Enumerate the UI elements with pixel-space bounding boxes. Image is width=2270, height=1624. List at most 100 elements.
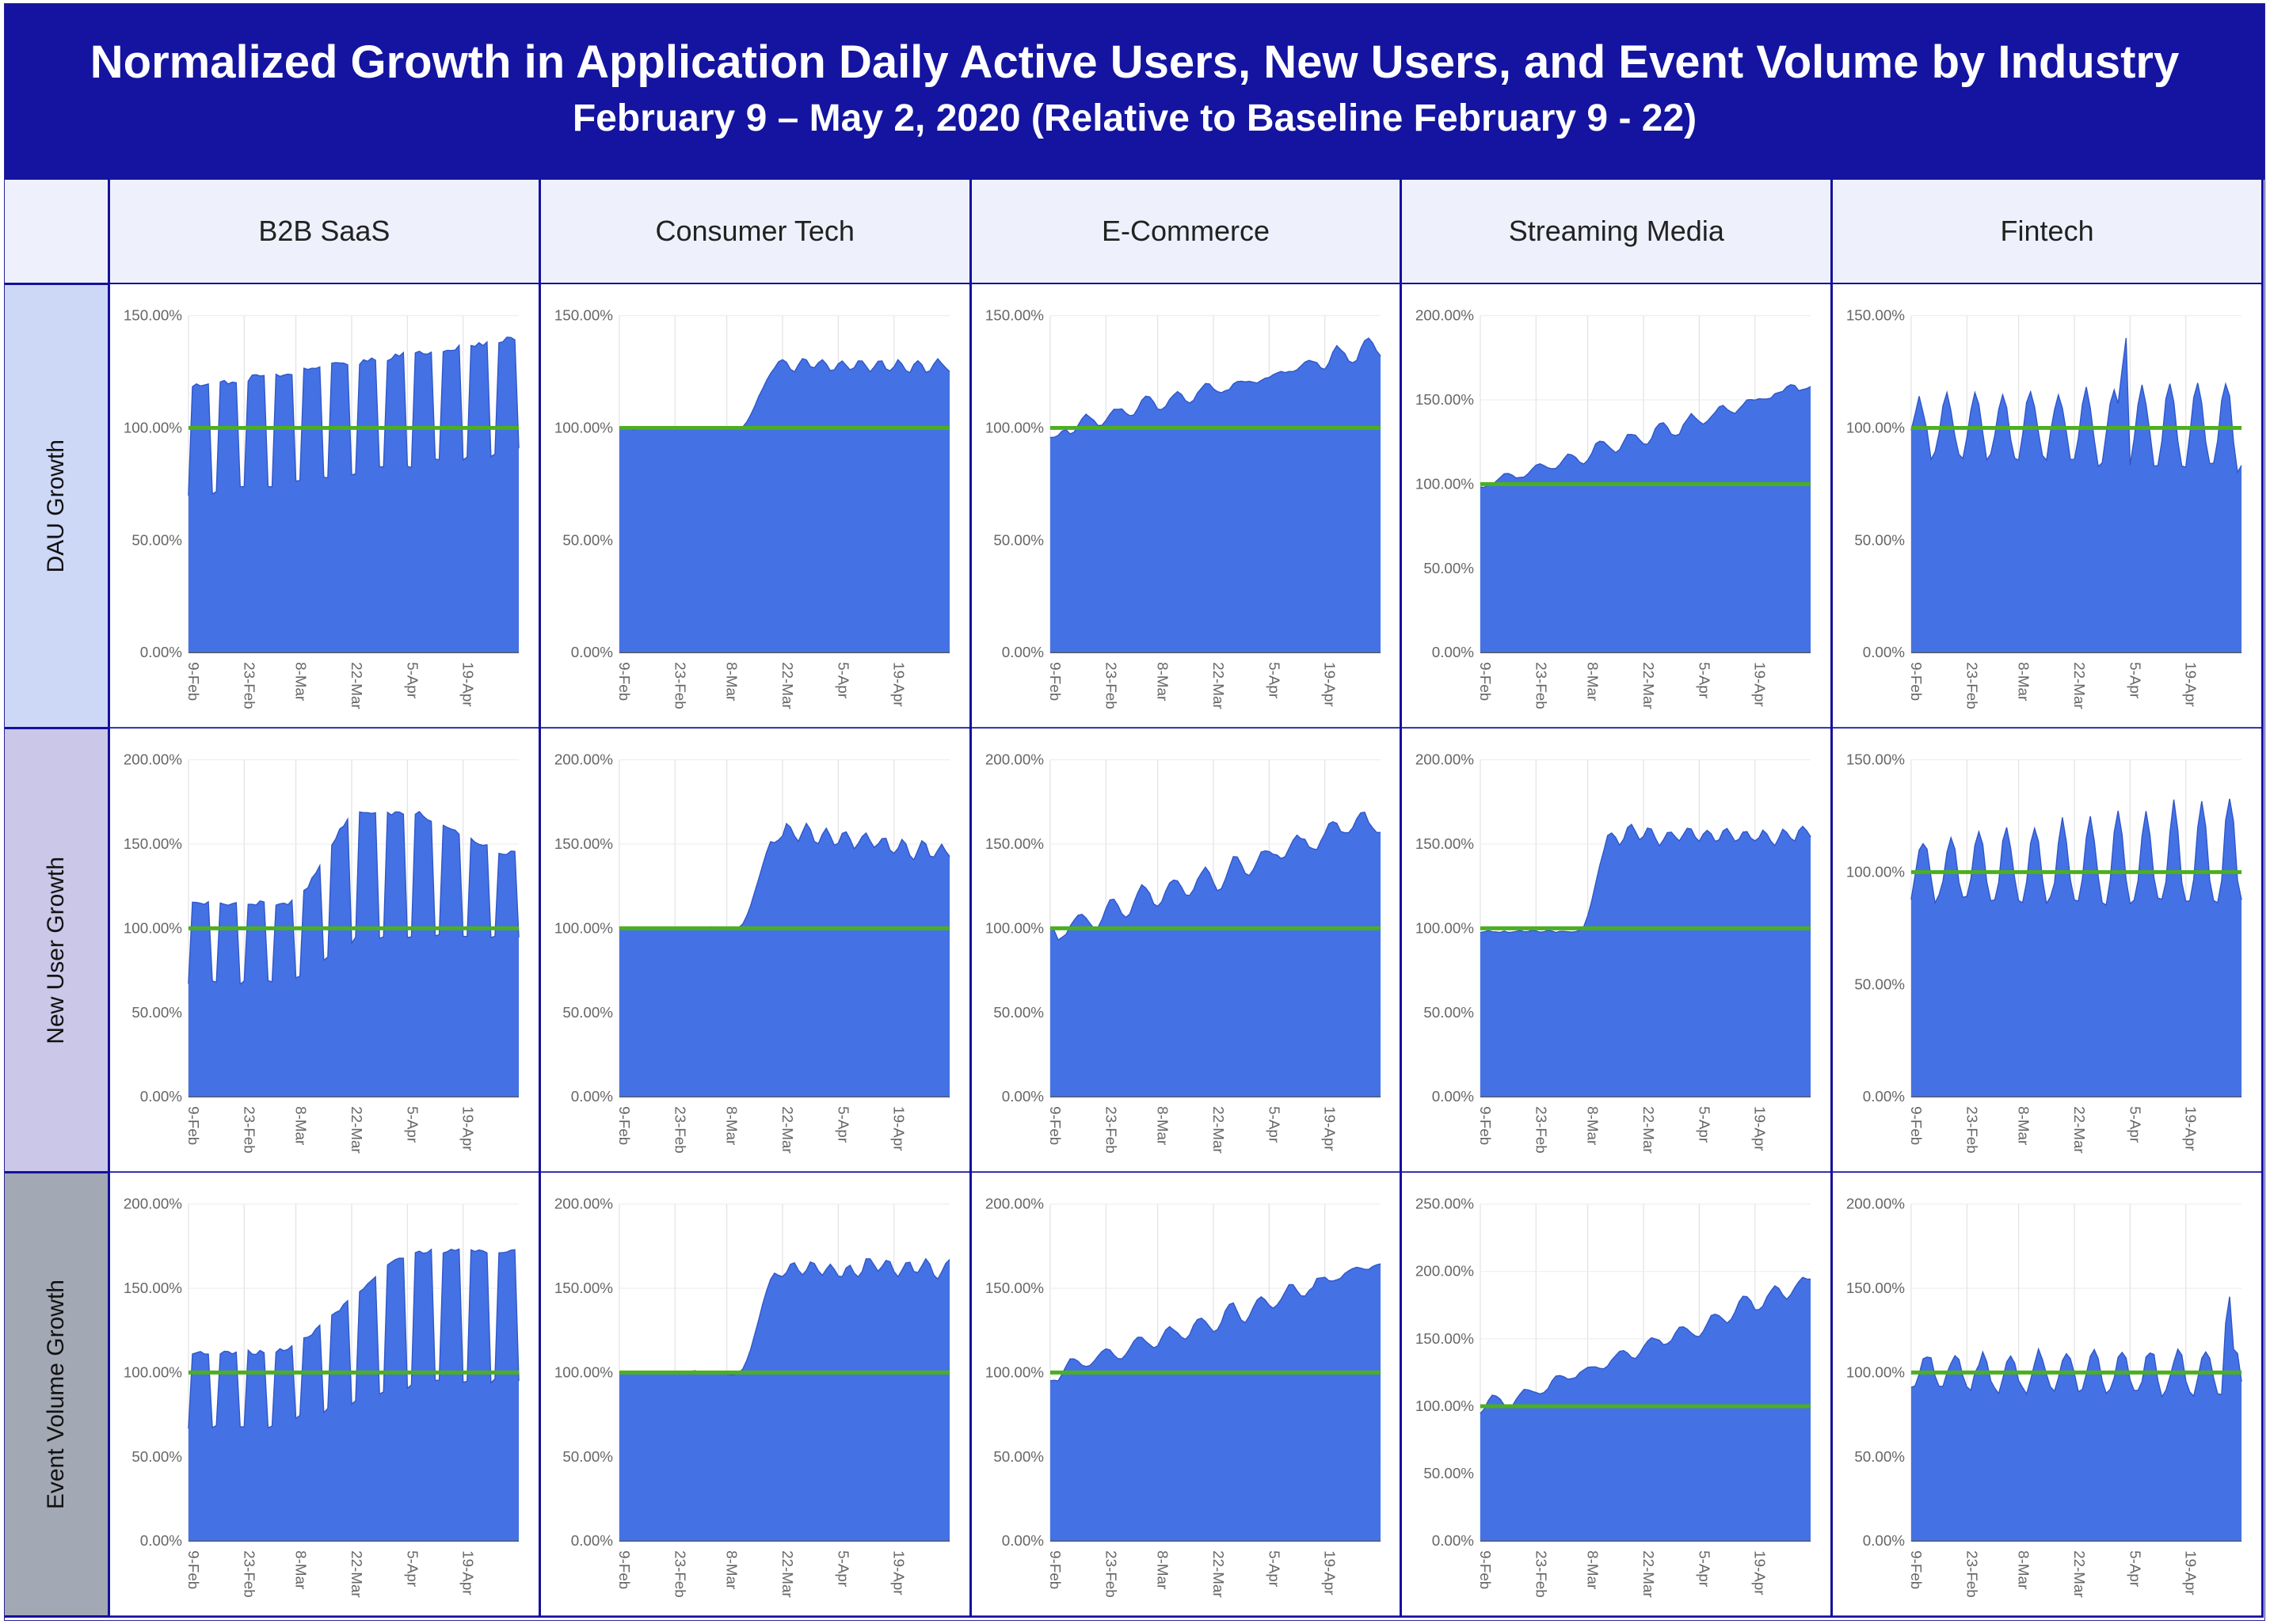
svg-text:5-Apr: 5-Apr: [1266, 1551, 1282, 1588]
svg-text:22-Mar: 22-Mar: [2071, 1107, 2088, 1154]
svg-text:19-Apr: 19-Apr: [1752, 1107, 1769, 1151]
svg-text:100.00%: 100.00%: [1846, 864, 1905, 880]
svg-text:19-Apr: 19-Apr: [2183, 1107, 2200, 1151]
svg-text:50.00%: 50.00%: [1855, 976, 1906, 993]
svg-text:9-Feb: 9-Feb: [616, 663, 633, 702]
svg-text:23-Feb: 23-Feb: [1533, 1551, 1550, 1599]
svg-text:19-Apr: 19-Apr: [460, 663, 477, 707]
svg-text:0.00%: 0.00%: [1863, 1089, 1906, 1105]
svg-text:150.00%: 150.00%: [1415, 835, 1474, 852]
svg-text:150.00%: 150.00%: [985, 1280, 1043, 1296]
svg-text:150.00%: 150.00%: [1846, 307, 1905, 324]
svg-text:19-Apr: 19-Apr: [1752, 663, 1769, 707]
svg-text:150.00%: 150.00%: [1846, 751, 1905, 768]
svg-text:150.00%: 150.00%: [124, 835, 182, 852]
svg-text:8-Mar: 8-Mar: [293, 663, 310, 702]
svg-text:100.00%: 100.00%: [985, 1364, 1043, 1381]
svg-text:150.00%: 150.00%: [1846, 1280, 1905, 1296]
svg-text:200.00%: 200.00%: [124, 1196, 182, 1212]
svg-text:23-Feb: 23-Feb: [1963, 663, 1980, 710]
svg-text:19-Apr: 19-Apr: [1752, 1551, 1769, 1595]
svg-text:5-Apr: 5-Apr: [835, 663, 851, 699]
svg-text:8-Mar: 8-Mar: [723, 1107, 740, 1146]
svg-text:9-Feb: 9-Feb: [616, 1551, 633, 1590]
svg-text:8-Mar: 8-Mar: [1585, 1107, 1602, 1146]
svg-text:150.00%: 150.00%: [554, 307, 613, 324]
svg-text:150.00%: 150.00%: [554, 1280, 613, 1296]
svg-text:200.00%: 200.00%: [985, 1196, 1043, 1212]
svg-text:100.00%: 100.00%: [124, 420, 182, 436]
svg-text:22-Mar: 22-Mar: [1210, 1107, 1227, 1154]
svg-text:100.00%: 100.00%: [1846, 1364, 1905, 1381]
svg-text:100.00%: 100.00%: [1415, 476, 1474, 493]
svg-text:50.00%: 50.00%: [1424, 560, 1475, 576]
svg-text:150.00%: 150.00%: [985, 307, 1043, 324]
svg-text:50.00%: 50.00%: [131, 532, 182, 549]
svg-text:23-Feb: 23-Feb: [241, 1551, 257, 1599]
svg-text:22-Mar: 22-Mar: [348, 1107, 365, 1154]
svg-text:22-Mar: 22-Mar: [2071, 663, 2088, 710]
svg-text:50.00%: 50.00%: [1855, 1448, 1906, 1465]
svg-text:0.00%: 0.00%: [571, 1533, 614, 1550]
svg-text:23-Feb: 23-Feb: [1103, 1551, 1119, 1599]
svg-text:23-Feb: 23-Feb: [241, 1107, 257, 1154]
svg-text:19-Apr: 19-Apr: [460, 1107, 477, 1151]
svg-text:9-Feb: 9-Feb: [1908, 1107, 1925, 1146]
svg-text:0.00%: 0.00%: [1432, 1533, 1475, 1550]
svg-text:150.00%: 150.00%: [985, 835, 1043, 852]
svg-text:8-Mar: 8-Mar: [1585, 1551, 1602, 1590]
svg-text:8-Mar: 8-Mar: [723, 663, 740, 702]
svg-text:23-Feb: 23-Feb: [1103, 663, 1119, 710]
svg-text:5-Apr: 5-Apr: [404, 1551, 421, 1588]
svg-text:23-Feb: 23-Feb: [672, 1107, 688, 1154]
svg-text:8-Mar: 8-Mar: [1154, 1107, 1171, 1146]
svg-text:9-Feb: 9-Feb: [1908, 663, 1925, 702]
svg-text:5-Apr: 5-Apr: [1697, 1551, 1713, 1588]
svg-text:5-Apr: 5-Apr: [835, 1551, 851, 1588]
svg-text:200.00%: 200.00%: [554, 1196, 613, 1212]
svg-text:22-Mar: 22-Mar: [348, 663, 365, 710]
svg-text:5-Apr: 5-Apr: [2127, 663, 2144, 699]
svg-text:50.00%: 50.00%: [562, 1448, 613, 1465]
svg-text:8-Mar: 8-Mar: [1154, 1551, 1171, 1590]
svg-text:50.00%: 50.00%: [1424, 1465, 1475, 1481]
svg-text:50.00%: 50.00%: [562, 1004, 613, 1021]
svg-text:5-Apr: 5-Apr: [835, 1107, 851, 1143]
svg-text:23-Feb: 23-Feb: [1533, 1107, 1550, 1154]
svg-text:9-Feb: 9-Feb: [1047, 1107, 1064, 1146]
svg-text:150.00%: 150.00%: [124, 307, 182, 324]
svg-text:22-Mar: 22-Mar: [1640, 1107, 1657, 1154]
svg-text:5-Apr: 5-Apr: [1697, 663, 1713, 699]
svg-text:9-Feb: 9-Feb: [1047, 663, 1064, 702]
svg-text:100.00%: 100.00%: [985, 420, 1043, 436]
svg-text:22-Mar: 22-Mar: [348, 1551, 365, 1599]
svg-text:9-Feb: 9-Feb: [185, 1551, 202, 1590]
svg-text:9-Feb: 9-Feb: [1477, 1107, 1494, 1146]
svg-text:50.00%: 50.00%: [993, 532, 1044, 549]
svg-text:0.00%: 0.00%: [140, 1089, 183, 1105]
svg-text:23-Feb: 23-Feb: [241, 663, 257, 710]
svg-text:100.00%: 100.00%: [554, 920, 613, 937]
svg-text:100.00%: 100.00%: [1415, 920, 1474, 937]
svg-text:100.00%: 100.00%: [124, 1364, 182, 1381]
svg-text:8-Mar: 8-Mar: [2016, 1107, 2032, 1146]
svg-text:8-Mar: 8-Mar: [2016, 1551, 2032, 1590]
svg-text:9-Feb: 9-Feb: [616, 1107, 633, 1146]
svg-text:5-Apr: 5-Apr: [1697, 1107, 1713, 1143]
svg-text:9-Feb: 9-Feb: [1477, 1551, 1494, 1590]
svg-text:50.00%: 50.00%: [131, 1004, 182, 1021]
svg-text:0.00%: 0.00%: [1001, 1089, 1044, 1105]
svg-text:23-Feb: 23-Feb: [1963, 1107, 1980, 1154]
svg-text:5-Apr: 5-Apr: [1266, 1107, 1282, 1143]
svg-text:200.00%: 200.00%: [554, 751, 613, 768]
svg-text:100.00%: 100.00%: [124, 920, 182, 937]
svg-text:23-Feb: 23-Feb: [1533, 663, 1550, 710]
svg-text:0.00%: 0.00%: [1432, 645, 1475, 661]
svg-text:19-Apr: 19-Apr: [891, 1551, 908, 1595]
svg-text:19-Apr: 19-Apr: [2183, 1551, 2200, 1595]
svg-text:23-Feb: 23-Feb: [1103, 1107, 1119, 1154]
svg-text:0.00%: 0.00%: [140, 645, 183, 661]
svg-text:0.00%: 0.00%: [1863, 1533, 1906, 1550]
svg-text:50.00%: 50.00%: [1424, 1004, 1475, 1021]
svg-text:5-Apr: 5-Apr: [404, 663, 421, 699]
